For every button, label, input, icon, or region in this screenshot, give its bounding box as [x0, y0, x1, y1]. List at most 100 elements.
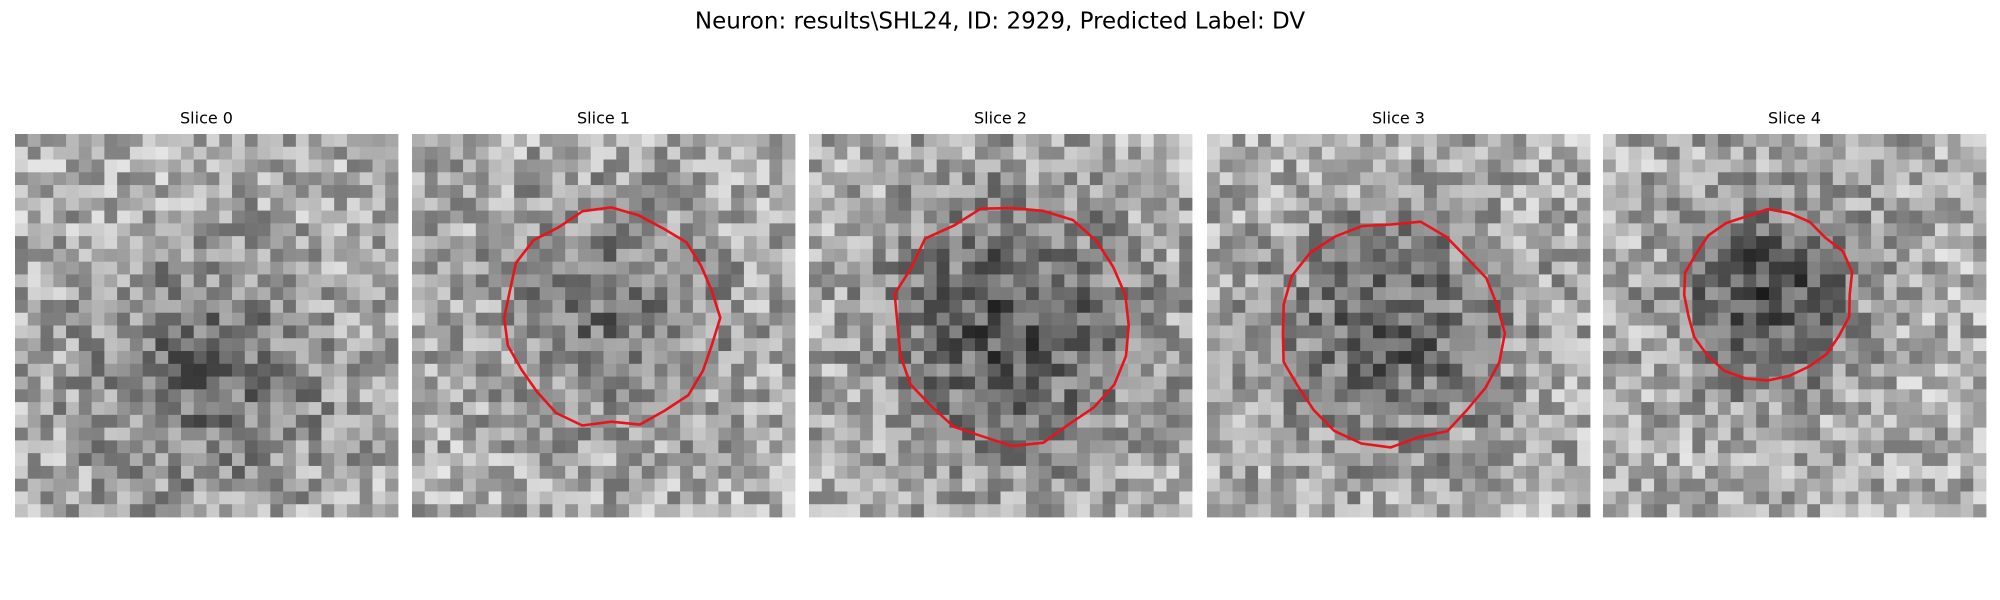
pixel — [1781, 491, 1795, 505]
pixel — [129, 414, 144, 429]
pixel — [1334, 453, 1348, 467]
pixel — [1641, 478, 1655, 492]
pixel — [1883, 185, 1898, 199]
pixel — [1603, 223, 1617, 237]
pixel — [821, 197, 835, 211]
pixel — [1038, 363, 1052, 377]
pixel — [1258, 236, 1272, 250]
pixel — [962, 223, 976, 237]
pixel — [1551, 427, 1565, 441]
pixel — [1909, 223, 1923, 237]
pixel — [1577, 248, 1591, 263]
pixel — [705, 197, 719, 211]
pixel — [15, 159, 29, 173]
pixel — [1000, 491, 1014, 505]
pixel — [412, 299, 426, 314]
pixel — [1768, 325, 1783, 339]
pixel — [27, 210, 41, 224]
pixel — [1641, 312, 1655, 326]
pixel — [590, 287, 604, 301]
pixel — [117, 504, 131, 518]
pixel — [1283, 146, 1297, 160]
pixel — [911, 338, 925, 352]
pixel — [1513, 146, 1527, 160]
pixel — [372, 172, 386, 186]
pixel — [1219, 210, 1233, 224]
pixel — [334, 274, 348, 288]
pixel — [1577, 223, 1591, 237]
pixel — [577, 338, 592, 352]
pixel — [1321, 172, 1336, 186]
pixel — [1807, 363, 1821, 377]
pixel — [1258, 453, 1272, 467]
pixel — [629, 185, 643, 199]
pixel — [475, 363, 489, 377]
pixel — [514, 453, 528, 467]
pixel — [987, 453, 1001, 467]
pixel — [1000, 325, 1014, 339]
pixel — [590, 274, 604, 288]
pixel — [987, 287, 1001, 301]
pixel — [514, 338, 528, 352]
pixel — [1436, 325, 1450, 339]
pixel — [1692, 287, 1706, 301]
pixel — [1538, 223, 1553, 237]
pixel — [385, 197, 399, 211]
pixel — [1258, 299, 1272, 314]
pixel — [1270, 363, 1284, 377]
pixel — [1026, 172, 1040, 186]
pixel — [1153, 210, 1167, 224]
pixel — [206, 478, 220, 492]
pixel — [91, 363, 105, 377]
pixel — [385, 427, 399, 441]
pixel — [372, 299, 386, 314]
pixel — [206, 172, 220, 186]
pixel — [1475, 146, 1489, 160]
pixel — [1038, 134, 1052, 148]
pixel — [295, 287, 310, 301]
pixel — [1973, 338, 1987, 352]
pixel — [1628, 274, 1642, 288]
pixel — [718, 146, 732, 160]
pixel — [66, 210, 80, 224]
pixel — [1000, 159, 1014, 173]
pixel — [1128, 325, 1142, 339]
pixel — [1756, 465, 1770, 480]
pixel — [1871, 146, 1885, 160]
pixel — [1526, 172, 1540, 186]
pixel — [1089, 478, 1104, 492]
pixel — [680, 376, 694, 390]
pixel — [1526, 197, 1540, 211]
pixel — [1654, 376, 1668, 390]
pixel — [1179, 351, 1193, 365]
pixel — [1385, 248, 1399, 263]
pixel — [1768, 491, 1783, 505]
pixel — [1462, 159, 1476, 173]
pixel — [1960, 223, 1974, 237]
pixel — [769, 185, 783, 199]
pixel — [66, 197, 80, 211]
pixel — [1858, 414, 1872, 429]
pixel — [1334, 274, 1348, 288]
pixel — [654, 440, 668, 454]
pixel — [53, 274, 67, 288]
pixel — [1641, 440, 1655, 454]
pixel — [412, 236, 426, 250]
pixel — [923, 363, 938, 377]
pixel — [78, 363, 92, 377]
pixel — [1564, 363, 1578, 377]
pixel — [1232, 223, 1246, 237]
pixel — [104, 389, 118, 403]
pixel — [257, 312, 271, 326]
pixel — [1462, 248, 1476, 263]
pixel — [1845, 338, 1859, 352]
pixel — [1500, 402, 1514, 416]
pixel — [1807, 478, 1821, 492]
pixel — [1526, 402, 1540, 416]
pixel — [1115, 414, 1129, 429]
pixel — [718, 287, 732, 301]
pixel — [1283, 197, 1297, 211]
pixel — [1128, 236, 1142, 250]
pixel — [898, 134, 912, 148]
pixel — [1603, 338, 1617, 352]
